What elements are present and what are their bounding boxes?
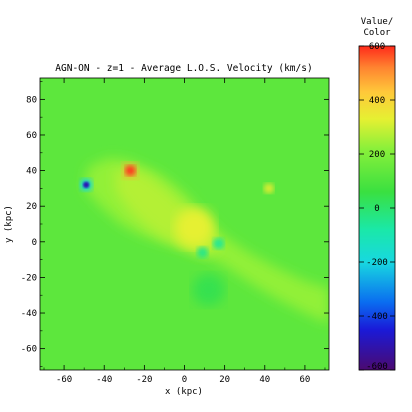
y-tick-label: 60	[26, 131, 37, 141]
x-axis-label: x (kpc)	[165, 387, 203, 397]
y-tick-label: -20	[21, 273, 37, 283]
x-tick-label: 0	[182, 375, 187, 385]
colorbar-tick-label: -400	[366, 312, 388, 322]
y-axis-label: y (kpc)	[4, 205, 14, 243]
colorbar-tick-label: -200	[366, 258, 388, 268]
colorbar-title-line2: Color	[363, 28, 391, 38]
x-tick-label: 40	[259, 375, 270, 385]
colorbar-tick-label: 0	[374, 204, 379, 214]
y-tick-label: 80	[26, 95, 37, 105]
colorbar-tick-label: 400	[369, 96, 385, 106]
y-axis: -60 -40 -20 0 20 40 60 80	[21, 81, 329, 367]
colorbar-tick-label: 600	[369, 42, 385, 52]
x-tick-label: -60	[56, 375, 72, 385]
colorbar-gradient	[358, 45, 396, 371]
x-tick-label: 20	[219, 375, 230, 385]
colorbar-tick-label: -600	[366, 362, 388, 372]
y-tick-label: -40	[21, 309, 37, 319]
x-tick-label: -20	[136, 375, 152, 385]
velocity-spot-4	[197, 246, 209, 259]
velocity-spot-3	[213, 238, 225, 250]
velocity-spot-5	[192, 273, 225, 306]
y-tick-label: 20	[26, 202, 37, 212]
y-tick-label: -60	[21, 345, 37, 355]
velocity-spot-1	[174, 207, 215, 248]
x-tick-label: -40	[96, 375, 112, 385]
y-tick-label: 0	[32, 238, 37, 248]
colorbar-title-line1: Value/	[361, 17, 394, 27]
y-tick-label: 40	[26, 167, 37, 177]
colorbar-tick-label: 200	[369, 150, 385, 160]
plot-area	[40, 78, 329, 370]
x-axis: -60 -40 -20 0 20 40 60	[43, 78, 326, 385]
chart-title: AGN-ON - z=1 - Average L.O.S. Velocity (…	[55, 63, 312, 74]
x-tick-label: 60	[299, 375, 310, 385]
velocity-spot-2	[263, 183, 274, 194]
colorbar: Value/ Color -600 -400 -200 0 200 400 600	[358, 17, 396, 372]
velocity-spot-7	[83, 181, 90, 188]
velocity-spot-9	[125, 165, 136, 176]
